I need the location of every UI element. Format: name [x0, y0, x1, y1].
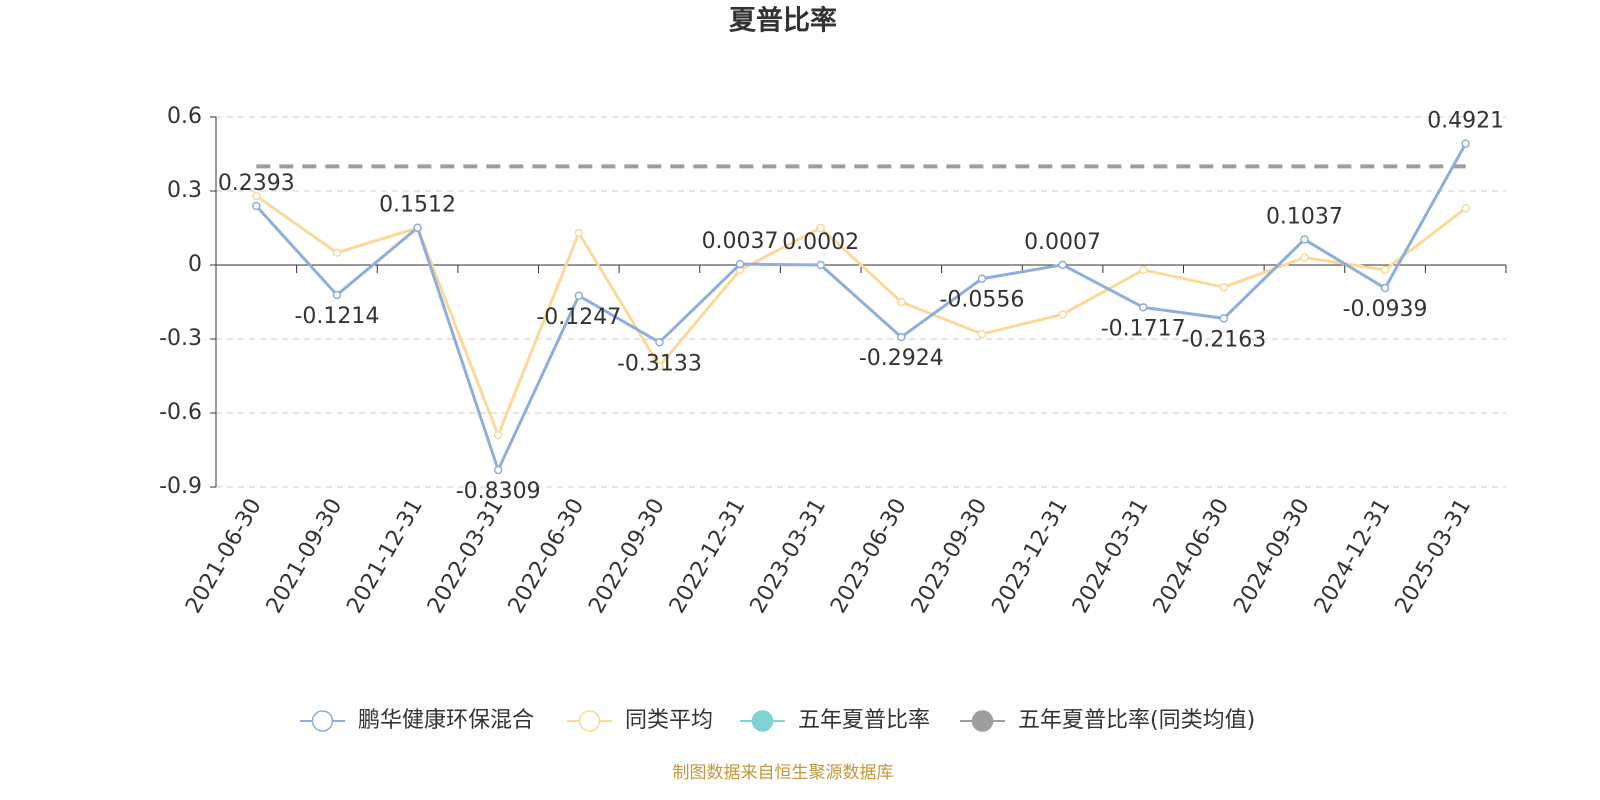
point [252, 191, 261, 201]
point [1138, 303, 1148, 312]
point [1461, 204, 1470, 213]
point [1138, 265, 1148, 275]
data-label: 0.0037 [702, 229, 779, 254]
data-label: -0.2924 [859, 346, 944, 371]
x-tick-label: 2022-09-30 [584, 495, 670, 618]
point [493, 430, 503, 440]
x-tick-label: 2024-12-31 [1310, 495, 1396, 618]
data-label: -0.1717 [1101, 316, 1186, 341]
x-tick-label: 2022-12-31 [665, 495, 751, 618]
x-tick-label: 2025-03-31 [1390, 495, 1476, 618]
data-label: 0.1512 [379, 193, 456, 218]
x-tick-label: 2023-06-30 [826, 495, 912, 618]
point [816, 260, 825, 270]
y-tick-label: -0.9 [159, 474, 202, 499]
x-tick-label: 2024-03-31 [1068, 495, 1154, 618]
x-tick-label: 2023-09-30 [907, 495, 993, 618]
data-label: -0.3133 [617, 351, 702, 376]
data-label: -0.8309 [456, 479, 541, 504]
chart-title: 夏普比率 [729, 5, 837, 37]
point [574, 228, 584, 238]
point [655, 338, 664, 347]
data-label: -0.2163 [1181, 327, 1266, 352]
point [897, 297, 906, 307]
y-tick-label: 0.6 [167, 104, 202, 129]
data-label: 0.4921 [1427, 109, 1504, 134]
legend-label: 五年夏普比率 [798, 708, 930, 733]
point [1300, 253, 1309, 262]
point [1219, 282, 1229, 292]
x-tick-label: 2021-12-31 [342, 495, 428, 618]
x-tick-label: 2023-03-31 [745, 495, 831, 618]
x-tick-label: 2021-06-30 [181, 495, 267, 618]
point [252, 201, 261, 211]
point [1300, 235, 1309, 244]
y-tick-label: 0.3 [167, 178, 202, 203]
point [1219, 314, 1229, 323]
point [413, 223, 422, 232]
point [1058, 310, 1067, 319]
point [897, 332, 906, 342]
legend-label: 同类平均 [625, 708, 713, 733]
x-tick-label: 2021-09-30 [262, 495, 348, 618]
series-line [255, 142, 1467, 475]
point [493, 465, 503, 475]
data-label: 0.2393 [218, 171, 295, 196]
point [1058, 260, 1067, 270]
data-label: 0.1037 [1266, 204, 1343, 229]
legend-label: 五年夏普比率(同类均值) [1018, 708, 1255, 733]
point [816, 223, 825, 233]
data-label: 0.0007 [1024, 230, 1101, 255]
x-tick-label: 2022-06-30 [504, 495, 590, 618]
legend-marker [311, 710, 334, 732]
y-tick-label: -0.6 [159, 400, 202, 425]
y-tick-label: 0 [188, 252, 202, 277]
x-tick-label: 2024-09-30 [1229, 495, 1315, 618]
data-label: -0.0939 [1343, 297, 1428, 322]
source-note: 制图数据来自恒生聚源数据库 [673, 763, 894, 783]
point [735, 259, 745, 269]
point [1380, 265, 1390, 275]
point [332, 248, 342, 257]
x-tick-label: 2023-12-31 [987, 495, 1073, 618]
point [332, 290, 342, 300]
data-label: -0.1214 [294, 304, 379, 329]
point [1380, 283, 1390, 293]
x-tick-label: 2022-03-31 [423, 495, 509, 618]
series-line [255, 194, 1467, 440]
point [655, 361, 664, 371]
legend-marker [578, 710, 601, 732]
point [977, 329, 987, 339]
x-tick-label: 2024-06-30 [1149, 495, 1235, 618]
legend-marker [751, 710, 774, 732]
data-label: -0.0556 [939, 288, 1024, 313]
point [574, 291, 584, 301]
point [1461, 139, 1470, 148]
data-label: 0.0002 [782, 230, 859, 255]
data-label: -0.1247 [536, 305, 621, 330]
legend-label: 鹏华健康环保混合 [358, 708, 534, 733]
point [977, 274, 987, 283]
legend-marker [971, 710, 994, 732]
y-tick-label: -0.3 [159, 326, 202, 351]
